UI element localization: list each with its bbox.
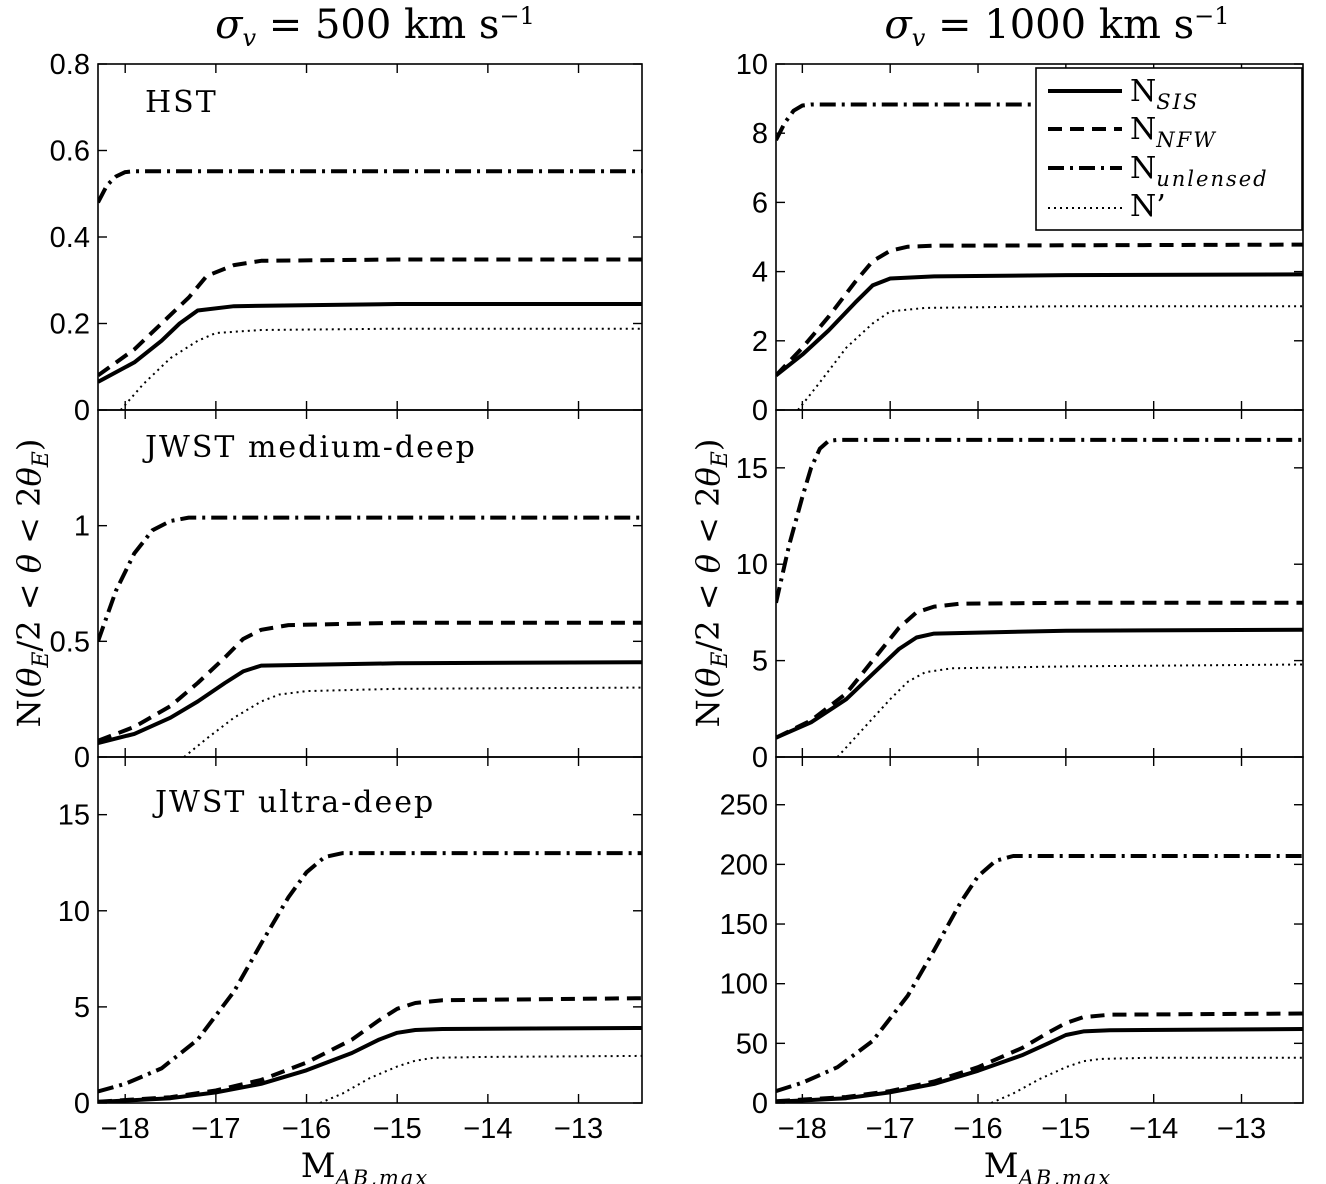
title-sigma-1000: σv = 1000 km s−1: [884, 2, 1229, 52]
series-solid-line: [98, 302, 642, 384]
x-tick-label: −16: [282, 1113, 331, 1145]
y-axis-label-right: N(θE/2 < θ < 2θE): [689, 439, 733, 728]
x-tick-label: −13: [1217, 1113, 1266, 1145]
series-solid-line: [98, 660, 642, 746]
series-dotted-line: [319, 1054, 642, 1103]
y-tick-label: 50: [736, 1028, 768, 1060]
x-tick-label: −14: [1129, 1113, 1178, 1145]
x-axis-label-left: MAB,max: [301, 1146, 429, 1184]
panel-1: 0 0.2 0.4 0.6 0.8 HST: [50, 49, 643, 427]
column-title-right: σv = 1000 km s−1: [884, 2, 1229, 52]
y-tick-label: 0: [74, 395, 90, 427]
series-dotted-line: [183, 686, 642, 757]
series-dotted-line: [990, 1056, 1303, 1103]
y-tick-label: 0.6: [50, 136, 90, 168]
x-tick-label: −18: [101, 1113, 150, 1145]
y-tick-label: 100: [720, 969, 768, 1001]
legend: NSIS NNFW Nunlensed N’: [1035, 67, 1303, 231]
y-tick-label: 5: [752, 646, 768, 678]
series-dashdot-line: [776, 437, 1303, 604]
x-tick-label: −14: [463, 1113, 512, 1145]
legend-entry-sis: NSIS: [1048, 74, 1199, 114]
y-tick-label: 0.8: [50, 49, 90, 81]
x-axis-label-right: MAB,max: [984, 1146, 1112, 1184]
y-tick-label: 10: [736, 49, 768, 81]
series-solid-line: [776, 627, 1303, 740]
series-dashed-line: [776, 1011, 1303, 1103]
panel-5: 0 5 10 15 −18 −17 −16 −15 −14 −13 JWST ultra-deep: [58, 756, 643, 1145]
y-tick-label: 0: [752, 742, 768, 774]
series-dashed-line: [98, 257, 642, 378]
y-tick-label: 200: [720, 849, 768, 881]
legend-label-nprime: N’: [1130, 189, 1166, 224]
series-dotted-line: [836, 663, 1303, 757]
series-solid-line: [776, 272, 1303, 377]
title-sigma-500: σv = 500 km s−1: [215, 2, 535, 52]
y-tick-label: 6: [752, 187, 768, 219]
x-tick-label: −13: [554, 1113, 603, 1145]
series-dashed-line: [776, 242, 1303, 377]
series-dashdot-line: [776, 102, 1303, 142]
y-tick-label: 0.5: [50, 626, 90, 658]
legend-entry-nfw: NNFW: [1048, 112, 1217, 152]
series-dashdot-line: [98, 851, 642, 1094]
y-tick-label: 15: [736, 453, 768, 485]
panel-3: 0 0.5 1 JWST medium-deep: [50, 409, 643, 774]
y-tick-label: 5: [74, 992, 90, 1024]
series-solid-line: [98, 1026, 642, 1103]
panel-label: HST: [145, 85, 218, 120]
y-tick-label: 0: [74, 742, 90, 774]
y-tick-label: 0: [752, 1088, 768, 1120]
y-tick-label: 1: [74, 511, 90, 543]
panel-frame: [97, 756, 643, 1104]
series-dotted-line: [797, 305, 1303, 410]
panel-frame: [775, 756, 1304, 1104]
legend-box: [1035, 67, 1303, 231]
panel-label: JWST medium-deep: [142, 430, 477, 465]
x-tick-label: −17: [191, 1113, 240, 1145]
y-tick-label: 0: [74, 1088, 90, 1120]
legend-label-unlensed: Nunlensed: [1130, 151, 1269, 191]
y-tick-label: 250: [720, 790, 768, 822]
series-dashed-line: [776, 600, 1303, 740]
x-tick-label: −16: [953, 1113, 1002, 1145]
y-tick-label: 8: [752, 118, 768, 150]
y-tick-label: 4: [752, 257, 768, 289]
y-tick-label: 10: [736, 549, 768, 581]
x-tick-label: −15: [1041, 1113, 1090, 1145]
legend-entry-nprime: N’: [1048, 189, 1166, 224]
panel-label: JWST ultra-deep: [152, 785, 435, 820]
legend-label-nfw: NNFW: [1130, 112, 1217, 152]
legend-entry-unlensed: Nunlensed: [1048, 151, 1269, 191]
series-dashdot-line: [98, 169, 642, 204]
legend-label-sis: NSIS: [1130, 74, 1199, 114]
y-tick-label: 0: [752, 395, 768, 427]
series-dashdot-line: [776, 854, 1303, 1094]
series-dashdot-line: [98, 515, 642, 642]
series-dashed-line: [98, 996, 642, 1103]
x-tick-label: −17: [866, 1113, 915, 1145]
series-dashed-line: [98, 620, 642, 743]
y-tick-label: 15: [58, 800, 90, 832]
y-tick-label: 2: [752, 326, 768, 358]
x-tick-label: −15: [373, 1113, 422, 1145]
x-tick-label: −18: [778, 1113, 827, 1145]
y-tick-label: 0.2: [50, 309, 90, 341]
panel-frame: [775, 409, 1304, 758]
column-title-left: σv = 500 km s−1: [215, 2, 535, 52]
panel-6: 0 50 100 150 200 250 −18 −17 −16 −15 −14 −13: [720, 756, 1304, 1145]
y-tick-label: 150: [720, 909, 768, 941]
panel-4: 0 5 10 15: [736, 409, 1304, 774]
y-axis-label-left: N(θE/2 < θ < 2θE): [10, 439, 54, 728]
y-tick-label: 10: [58, 896, 90, 928]
y-tick-label: 0.4: [50, 222, 90, 254]
series-dotted-line: [119, 327, 642, 410]
